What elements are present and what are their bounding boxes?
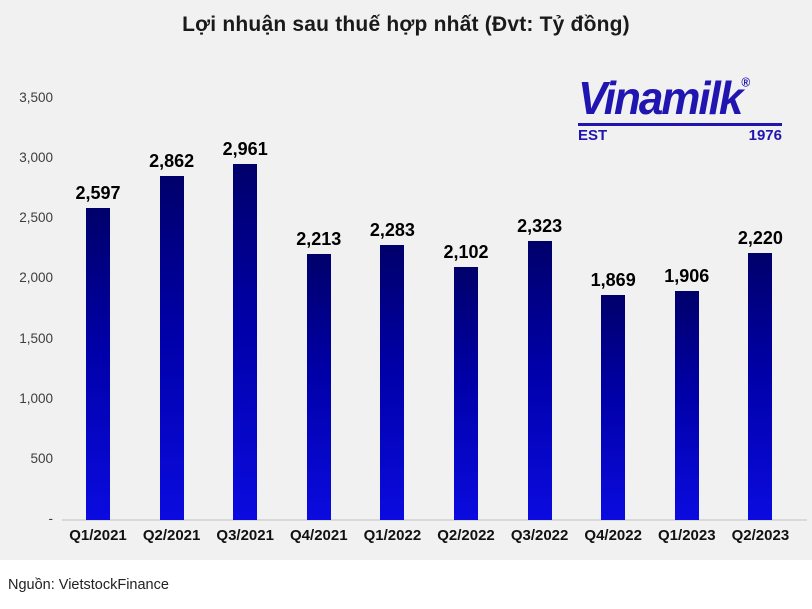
x-axis-tick-label: Q1/2023 xyxy=(658,527,716,544)
bar-value-label: 2,323 xyxy=(517,216,563,236)
plot-area: 3,500 3,000 2,500 2,000 1,500 1,000 500 - 2,597 2… xyxy=(19,90,807,526)
y-axis-tick-label: - xyxy=(48,511,54,526)
bar-value-label: 2,862 xyxy=(149,151,195,171)
bar-value-label: 2,597 xyxy=(75,183,121,203)
logo-year: 1976 xyxy=(748,127,782,144)
x-axis-tick-label: Q2/2023 xyxy=(731,527,790,544)
bar-Q2-2021 xyxy=(159,176,184,520)
bar-Q1-2022 xyxy=(380,245,405,520)
logo-divider xyxy=(578,123,782,126)
bar-value-label: 1,906 xyxy=(664,266,710,286)
bar-Q1-2021 xyxy=(86,208,110,520)
bar-Q2-2023 xyxy=(748,253,773,520)
y-axis-tick-label: 3,500 xyxy=(19,90,53,105)
bar-Q1-2023 xyxy=(674,291,699,520)
x-axis-tick-label: Q3/2021 xyxy=(216,527,274,544)
x-axis-baseline xyxy=(62,519,807,521)
logo-est-label: EST xyxy=(578,127,608,144)
x-axis-tick-label: Q1/2022 xyxy=(363,527,422,544)
bar-value-label: 1,869 xyxy=(590,270,636,290)
x-axis-tick-label: Q4/2021 xyxy=(290,527,348,544)
x-axis-tick-label: Q3/2022 xyxy=(510,527,569,544)
y-axis-tick-label: 2,000 xyxy=(19,270,53,286)
y-axis-tick-label: 1,000 xyxy=(19,390,53,406)
bar-Q3-2022 xyxy=(527,241,552,520)
x-axis-tick-label: Q4/2022 xyxy=(584,527,642,544)
bar-value-label: 2,283 xyxy=(369,220,415,240)
bar-value-label: 2,220 xyxy=(737,228,783,248)
footer: Nguồn: VietstockFinance xyxy=(0,560,812,609)
y-axis-tick-label: 3,000 xyxy=(19,150,53,166)
bar-Q4-2021 xyxy=(306,254,331,520)
bar-value-label: 2,213 xyxy=(296,229,342,249)
y-axis-tick-label: 500 xyxy=(30,450,53,466)
y-axis-tick-label: 2,500 xyxy=(19,210,53,226)
bar-value-label: 2,961 xyxy=(222,139,268,159)
x-axis-tick-label: Q2/2022 xyxy=(437,527,495,544)
logo-est-row: EST 1976 xyxy=(578,127,782,144)
x-axis-tick-label: Q1/2021 xyxy=(69,527,127,544)
bar-value-label: 2,102 xyxy=(443,242,489,262)
bar-Q2-2022 xyxy=(454,267,478,520)
vinamilk-logo-wordmark: Vinamilk® xyxy=(578,72,751,125)
bar-Q4-2022 xyxy=(601,295,626,520)
chart-title: Lợi nhuận sau thuế hợp nhất (Đvt: Tỷ đồn… xyxy=(182,13,630,36)
bar-Q3-2021 xyxy=(233,164,258,520)
registered-trademark-icon: ® xyxy=(741,74,751,90)
chart-area: Lợi nhuận sau thuế hợp nhất (Đvt: Tỷ đồn… xyxy=(0,0,812,560)
y-axis-tick-label: 1,500 xyxy=(19,330,53,346)
source-credit: Nguồn: VietstockFinance xyxy=(8,577,169,593)
vinamilk-logo: Vinamilk® EST 1976 xyxy=(578,72,786,144)
x-axis-tick-label: Q2/2021 xyxy=(142,527,201,544)
